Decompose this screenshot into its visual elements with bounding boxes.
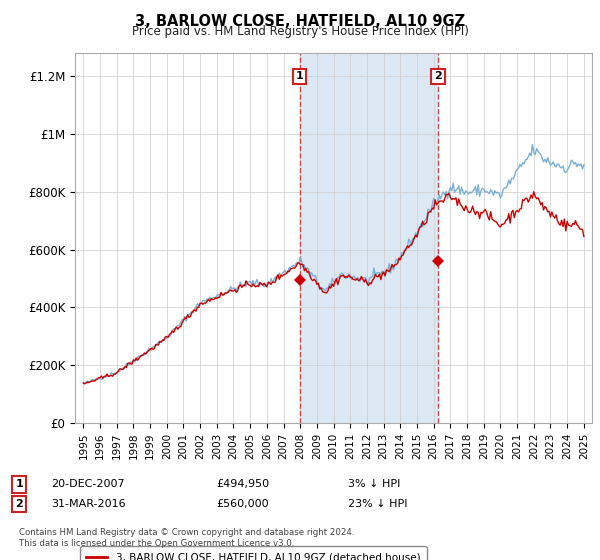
Legend: 3, BARLOW CLOSE, HATFIELD, AL10 9GZ (detached house), HPI: Average price, detach: 3, BARLOW CLOSE, HATFIELD, AL10 9GZ (det… [80,547,427,560]
Text: 1: 1 [296,71,304,81]
Text: 2: 2 [16,499,23,509]
Text: 1: 1 [16,479,23,489]
Text: 23% ↓ HPI: 23% ↓ HPI [348,499,407,509]
Text: 20-DEC-2007: 20-DEC-2007 [51,479,125,489]
Text: 3% ↓ HPI: 3% ↓ HPI [348,479,400,489]
Text: 3, BARLOW CLOSE, HATFIELD, AL10 9GZ: 3, BARLOW CLOSE, HATFIELD, AL10 9GZ [135,14,465,29]
Text: £494,950: £494,950 [216,479,269,489]
Text: 2: 2 [434,71,442,81]
Text: £560,000: £560,000 [216,499,269,509]
Text: 31-MAR-2016: 31-MAR-2016 [51,499,125,509]
Text: Contains HM Land Registry data © Crown copyright and database right 2024.
This d: Contains HM Land Registry data © Crown c… [19,528,355,548]
Bar [300,53,438,423]
Text: Price paid vs. HM Land Registry's House Price Index (HPI): Price paid vs. HM Land Registry's House … [131,25,469,38]
